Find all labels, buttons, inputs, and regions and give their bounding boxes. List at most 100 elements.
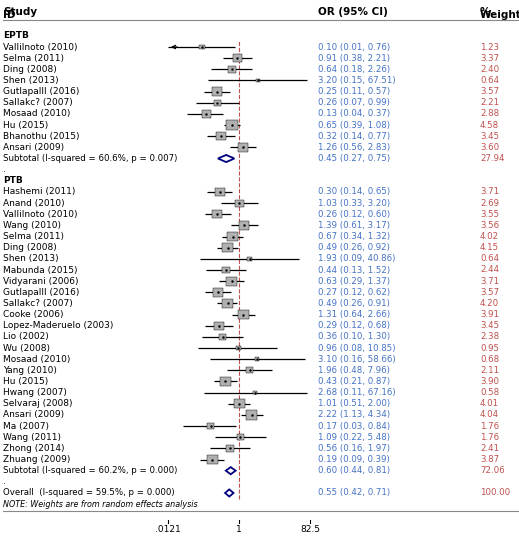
Bar [227, 232, 238, 241]
Text: 0.32 (0.14, 0.77): 0.32 (0.14, 0.77) [318, 132, 390, 141]
Bar [226, 120, 238, 130]
Bar [236, 346, 241, 350]
Text: 1: 1 [236, 525, 242, 534]
Text: 0.44 (0.13, 1.52): 0.44 (0.13, 1.52) [318, 265, 390, 274]
Text: 0.27 (0.12, 0.62): 0.27 (0.12, 0.62) [318, 288, 390, 297]
Text: Gutlapalll (2016): Gutlapalll (2016) [3, 288, 79, 297]
Text: 3.57: 3.57 [480, 288, 499, 297]
Text: 0.26 (0.07, 0.99): 0.26 (0.07, 0.99) [318, 98, 390, 108]
Text: 3.57: 3.57 [480, 87, 499, 96]
Text: 0.68: 0.68 [480, 354, 499, 363]
Text: 2.68 (0.11, 67.16): 2.68 (0.11, 67.16) [318, 388, 395, 397]
Bar [222, 267, 230, 273]
Text: 2.38: 2.38 [480, 333, 499, 342]
Text: 3.60: 3.60 [480, 143, 499, 152]
Bar [222, 298, 233, 308]
Polygon shape [218, 155, 235, 162]
Bar [207, 455, 217, 464]
Bar [247, 410, 257, 419]
Text: 0.64 (0.18, 2.26): 0.64 (0.18, 2.26) [318, 65, 390, 74]
Bar [226, 445, 234, 452]
Text: 0.91 (0.38, 2.21): 0.91 (0.38, 2.21) [318, 54, 390, 63]
Text: Hu (2015): Hu (2015) [3, 377, 48, 386]
Text: Hu (2015): Hu (2015) [3, 120, 48, 129]
Polygon shape [225, 489, 234, 497]
Text: 100.00: 100.00 [480, 488, 510, 497]
Bar [235, 199, 243, 207]
Bar [212, 87, 222, 96]
Text: %: % [480, 7, 490, 17]
Text: EPTB: EPTB [3, 31, 29, 40]
Text: 3.71: 3.71 [480, 188, 499, 197]
Text: Lio (2002): Lio (2002) [3, 333, 49, 342]
Bar [226, 277, 237, 286]
Text: 0.65 (0.39, 1.08): 0.65 (0.39, 1.08) [318, 120, 390, 129]
Text: Study: Study [3, 7, 37, 17]
Text: 2.22 (1.13, 4.34): 2.22 (1.13, 4.34) [318, 410, 390, 419]
Text: 0.64: 0.64 [480, 76, 499, 85]
Bar [220, 377, 231, 386]
Text: Ma (2007): Ma (2007) [3, 422, 49, 431]
Text: 2.44: 2.44 [480, 265, 499, 274]
Text: 3.45: 3.45 [480, 321, 499, 330]
Text: 1.09 (0.22, 5.48): 1.09 (0.22, 5.48) [318, 433, 390, 442]
Text: 4.02: 4.02 [480, 232, 499, 241]
Text: 0.96 (0.08, 10.85): 0.96 (0.08, 10.85) [318, 343, 395, 353]
Text: OR (95% CI): OR (95% CI) [318, 7, 388, 17]
Text: 0.55 (0.42, 0.71): 0.55 (0.42, 0.71) [318, 488, 390, 497]
Text: 0.56 (0.16, 1.97): 0.56 (0.16, 1.97) [318, 444, 390, 453]
Text: Anand (2010): Anand (2010) [3, 199, 65, 208]
Text: 0.60 (0.44, 0.81): 0.60 (0.44, 0.81) [318, 466, 390, 475]
Text: 3.90: 3.90 [480, 377, 499, 386]
Text: 0.36 (0.10, 1.30): 0.36 (0.10, 1.30) [318, 333, 390, 342]
Text: Zhuang (2009): Zhuang (2009) [3, 455, 71, 464]
Text: 1.96 (0.48, 7.96): 1.96 (0.48, 7.96) [318, 366, 390, 375]
Text: PTB: PTB [3, 176, 23, 185]
Bar [253, 391, 257, 394]
Text: 3.55: 3.55 [480, 210, 499, 219]
Text: 4.15: 4.15 [480, 243, 499, 252]
Text: 2.40: 2.40 [480, 65, 499, 74]
Text: 1.39 (0.61, 3.17): 1.39 (0.61, 3.17) [318, 221, 390, 230]
Text: Selvaraj (2008): Selvaraj (2008) [3, 399, 73, 408]
Bar [238, 310, 249, 319]
Text: 0.45 (0.27, 0.75): 0.45 (0.27, 0.75) [318, 154, 390, 163]
Bar [207, 423, 214, 429]
Bar [247, 367, 253, 374]
Bar [238, 143, 248, 152]
Text: 0.30 (0.14, 0.65): 0.30 (0.14, 0.65) [318, 188, 390, 197]
Text: Selma (2011): Selma (2011) [3, 232, 64, 241]
Text: 0.63 (0.29, 1.37): 0.63 (0.29, 1.37) [318, 277, 390, 286]
Text: 72.06: 72.06 [480, 466, 504, 475]
Text: Yang (2010): Yang (2010) [3, 366, 57, 375]
Text: .: . [3, 165, 6, 174]
Text: 0.49 (0.26, 0.91): 0.49 (0.26, 0.91) [318, 299, 390, 308]
Text: 3.91: 3.91 [480, 310, 499, 319]
Text: Hwang (2007): Hwang (2007) [3, 388, 67, 397]
Bar [216, 132, 226, 141]
Text: ID: ID [3, 10, 16, 20]
Text: 4.58: 4.58 [480, 120, 499, 129]
Text: Overall  (I-squared = 59.5%, p = 0.000): Overall (I-squared = 59.5%, p = 0.000) [3, 488, 174, 497]
Text: Ding (2008): Ding (2008) [3, 65, 57, 74]
Text: 0.25 (0.11, 0.57): 0.25 (0.11, 0.57) [318, 87, 390, 96]
Text: Vallilnoto (2010): Vallilnoto (2010) [3, 43, 77, 52]
Text: Sallakc? (2007): Sallakc? (2007) [3, 98, 73, 108]
Bar [212, 210, 222, 218]
Text: Ansari (2009): Ansari (2009) [3, 143, 64, 152]
Text: 3.56: 3.56 [480, 221, 499, 230]
Text: 2.69: 2.69 [480, 199, 499, 208]
Text: .: . [3, 477, 6, 486]
Text: .0121: .0121 [155, 525, 181, 534]
Text: Selma (2011): Selma (2011) [3, 54, 64, 63]
Text: 1.01 (0.51, 2.00): 1.01 (0.51, 2.00) [318, 399, 390, 408]
Text: 0.17 (0.03, 0.84): 0.17 (0.03, 0.84) [318, 422, 390, 431]
Bar [237, 435, 243, 440]
Text: Subtotal (I-squared = 60.6%, p = 0.007): Subtotal (I-squared = 60.6%, p = 0.007) [3, 154, 177, 163]
Text: 0.13 (0.04, 0.37): 0.13 (0.04, 0.37) [318, 109, 390, 118]
Text: 2.41: 2.41 [480, 444, 499, 453]
Text: 2.11: 2.11 [480, 366, 499, 375]
Text: 0.64: 0.64 [480, 254, 499, 263]
Bar [214, 100, 221, 106]
Text: Vallilnoto (2010): Vallilnoto (2010) [3, 210, 77, 219]
